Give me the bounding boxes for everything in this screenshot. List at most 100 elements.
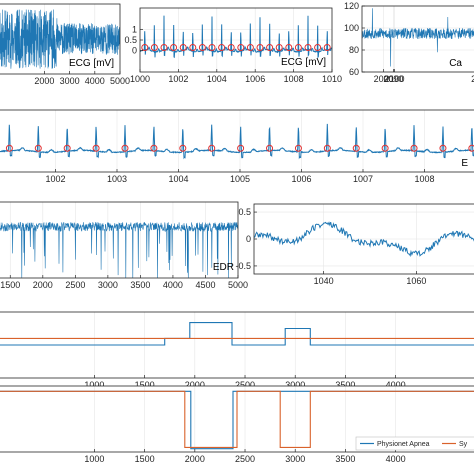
r-peak-marker — [189, 43, 197, 51]
x-tick-label: 2000 — [34, 76, 54, 86]
x-tick-label: 3000 — [285, 380, 305, 390]
panel-label: ECG [mV] — [281, 57, 326, 68]
r-peak-marker — [218, 43, 226, 51]
r-peak-marker — [5, 144, 13, 152]
r-peak-marker — [237, 144, 245, 152]
panel-apnea-lower: 1000 1500 2000 2500 3000 3500 4000 Physionet Ap… — [0, 385, 474, 464]
x-tick-label: 1007 — [353, 174, 373, 184]
r-peak-marker — [246, 43, 254, 51]
r-peak-marker — [208, 43, 216, 51]
x-tick-label: 2500 — [235, 380, 255, 390]
r-peak-marker — [323, 43, 331, 51]
r-peak-marker — [304, 43, 312, 51]
legend: Physionet Apnea Sy — [355, 436, 474, 451]
x-tick-label: 2000 — [374, 74, 394, 84]
x-tick-label: 1005 — [230, 174, 250, 184]
x-tick-label: 1006 — [245, 74, 265, 84]
x-tick-label: 1000 — [84, 380, 104, 390]
r-peak-marker — [294, 43, 302, 51]
ecg-trace — [0, 9, 120, 69]
r-peak-marker — [266, 43, 274, 51]
panel-label: E — [461, 158, 468, 169]
x-tick-label: 1040 — [314, 276, 334, 286]
panel-label: Ca — [449, 58, 462, 69]
r-peak-marker — [468, 144, 474, 152]
x-tick-label: 2900 — [471, 74, 474, 84]
ca-trace — [362, 8, 474, 67]
ecg-trace — [140, 15, 332, 59]
y-tick-label: 80 — [349, 45, 359, 55]
x-tick-label: 1003 — [107, 174, 127, 184]
y-tick-label: 1 — [132, 24, 137, 34]
r-peak-marker — [314, 43, 322, 51]
x-tick-label: 1002 — [168, 74, 188, 84]
r-peak-marker — [92, 144, 100, 152]
r-peak-marker — [294, 144, 302, 152]
r-peak-marker — [237, 43, 245, 51]
x-tick-label: 5000 — [110, 76, 130, 86]
axes-box — [0, 311, 474, 379]
x-tick-label: 2500 — [65, 280, 85, 290]
r-peak-marker — [179, 43, 187, 51]
legend-entry: Physionet Apnea — [377, 441, 430, 448]
x-tick-label: 4000 — [386, 380, 406, 390]
x-tick-label: 1500 — [0, 280, 20, 290]
panel-edr-overview: 1500 2000 2500 3000 3500 4000 4500 5000 EDR — [0, 201, 248, 290]
x-tick-label: 1060 — [406, 276, 426, 286]
x-tick-label: 1000 — [130, 74, 150, 84]
r-peak-marker — [266, 144, 274, 152]
panel-label: ECG [mV] — [69, 58, 114, 69]
panel-edr-zoom: 1040 1060 0.5 0 -0.5 — [235, 203, 474, 286]
legend-entry: Sy — [459, 441, 468, 448]
x-tick-label: 1004 — [207, 74, 227, 84]
r-peak-marker — [160, 43, 168, 51]
series-line-2 — [0, 390, 474, 448]
r-peak-marker — [381, 144, 389, 152]
r-peak-marker — [256, 43, 264, 51]
r-peak-marker — [34, 144, 42, 152]
axes-box — [0, 385, 474, 453]
x-tick-label: 1008 — [284, 74, 304, 84]
edr-zoom-trace — [254, 221, 474, 258]
r-peak-marker — [150, 144, 158, 152]
ecg-trace — [0, 123, 474, 160]
x-tick-label: 4000 — [85, 76, 105, 86]
y-tick-label: 120 — [344, 1, 359, 11]
y-tick-label: 0 — [246, 234, 251, 244]
r-peak-marker — [227, 43, 235, 51]
x-tick-label: 3500 — [335, 454, 355, 464]
x-tick-label: 1500 — [135, 380, 155, 390]
x-tick-label: 1000 — [84, 454, 104, 464]
y-tick-label: 0.5 — [238, 207, 251, 217]
y-tick-label: 60 — [349, 67, 359, 77]
x-tick-label: 4000 — [386, 454, 406, 464]
x-tick-label: 2000 — [185, 454, 205, 464]
edr-trace — [0, 221, 238, 278]
r-peak-marker — [410, 144, 418, 152]
r-peak-marker — [285, 43, 293, 51]
x-tick-label: 3500 — [130, 280, 150, 290]
r-peak-marker — [150, 43, 158, 51]
x-tick-label: 3000 — [285, 454, 305, 464]
r-peak-marker — [63, 144, 71, 152]
x-tick-label: 4500 — [195, 280, 215, 290]
x-tick-label: 2090 — [383, 74, 403, 84]
legend-box — [355, 436, 474, 451]
r-peak-marker — [141, 43, 149, 51]
panel-label: EDR — [213, 262, 234, 273]
x-tick-label: 4000 — [163, 280, 183, 290]
r-peak-marker — [323, 144, 331, 152]
x-tick-label: 2100 — [384, 74, 404, 84]
x-tick-label: 1006 — [291, 174, 311, 184]
axes-box — [0, 3, 121, 75]
plot-area — [362, 6, 474, 72]
x-tick-label: 5000 — [228, 280, 248, 290]
r-peak-marker — [198, 43, 206, 51]
panel-ecg-long-with-peaks: 1002 1003 1004 1005 1006 1007 1008 E — [0, 109, 474, 184]
x-tick-label: 2500 — [235, 454, 255, 464]
r-peak-marker — [208, 144, 216, 152]
panel-apnea-upper: 1000 1500 2000 2500 3000 3500 4000 — [0, 311, 474, 390]
panel-ecg-overview: 2000 3000 4000 5000 ECG [mV] — [0, 3, 130, 86]
r-peak-marker — [352, 144, 360, 152]
